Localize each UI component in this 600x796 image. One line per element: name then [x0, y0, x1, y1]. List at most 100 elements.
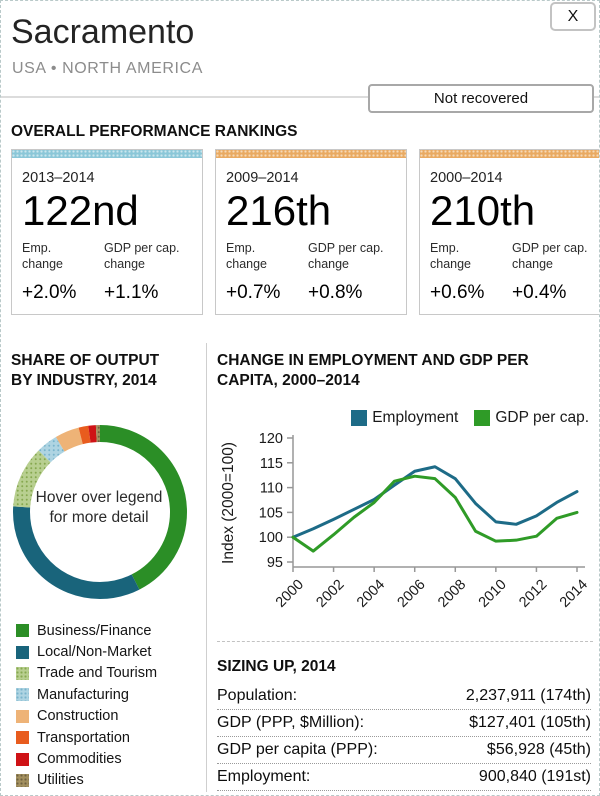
legend-swatch-transportation — [16, 731, 29, 745]
y-tick-label: 100 — [259, 530, 283, 546]
card-accent-strip — [420, 150, 599, 158]
legend-label: Transportation — [37, 729, 130, 746]
legend-label: Construction — [37, 708, 119, 725]
ranking-card-2000-2014: 2000–2014 210th Emp. change +0.6% GDP pe… — [419, 149, 599, 315]
legend-swatch-business-finance — [16, 624, 29, 638]
table-row-gdp: GDP (PPP, $Million): $127,401 (105th) — [217, 710, 591, 737]
card-rank: 210th — [430, 187, 536, 234]
y-tick-label: 115 — [260, 456, 283, 472]
card-rank: 216th — [226, 187, 332, 234]
rankings-heading: OVERALL PERFORMANCE RANKINGS — [11, 123, 298, 140]
legend-swatch-utilities — [16, 773, 29, 787]
legend-label: Utilities — [37, 772, 84, 789]
row-value: 900,840 (191st) — [478, 768, 591, 785]
card-rank: 122nd — [22, 187, 139, 234]
series-line-gdp-per-cap — [291, 474, 579, 553]
header-divider — [1, 96, 599, 98]
y-tick-label: 110 — [260, 481, 283, 497]
column-divider — [206, 343, 207, 792]
card-period: 2000–2014 — [430, 170, 503, 186]
legend-item-employment[interactable]: Employment — [351, 409, 458, 427]
donut-slice-local-non-market[interactable] — [13, 425, 187, 599]
legend-label: Trade and Tourism — [37, 665, 158, 682]
emp-change-value: +0.6% — [430, 281, 485, 303]
donut-center-hint: Hover over legend for more detail — [35, 489, 163, 527]
y-axis-title: Index (2000=100) — [220, 442, 237, 564]
x-tick-label: 2014 — [557, 577, 591, 609]
line-chart-legend: Employment GDP per cap. — [217, 409, 593, 427]
gdp-change-label: GDP per cap. change — [104, 241, 180, 272]
gdp-change-label: GDP per cap. change — [308, 241, 384, 272]
legend-swatch-manufacturing — [16, 688, 29, 702]
legend-item-commodities[interactable]: Commodities — [16, 748, 157, 769]
table-row-population: Population: 2,237,911 (174th) — [217, 683, 591, 710]
series-line-employment — [291, 465, 579, 539]
y-tick-label: 95 — [267, 555, 283, 571]
row-value: $127,401 (105th) — [469, 714, 591, 731]
legend-item-transportation[interactable]: Transportation — [16, 727, 157, 748]
location-breadcrumb: USA • NORTH AMERICA — [12, 60, 203, 77]
industry-legend: Business/Finance Local/Non-Market Trade an… — [16, 620, 157, 791]
line-chart: 95 100 105 110 115 120 2000 2002 2004 2006 2008 201… — [217, 431, 595, 614]
row-label: Population: — [217, 687, 298, 704]
x-tick-label: 2006 — [395, 577, 429, 609]
table-row-gdp-per-capita: GDP per capita (PPP): $56,928 (45th) — [217, 737, 591, 764]
legend-swatch-trade-and-tourism — [16, 666, 29, 680]
donut-slice-utilities[interactable] — [13, 425, 187, 599]
row-label: GDP per capita (PPP): — [217, 741, 378, 758]
legend-item-trade-and-tourism[interactable]: Trade and Tourism — [16, 663, 157, 684]
employment-legend-label: Employment — [372, 409, 459, 426]
x-tick-label: 2004 — [354, 577, 388, 609]
ranking-cards: 2013–2014 122nd Emp. change +2.0% GDP pe… — [11, 149, 599, 315]
legend-label: Local/Non-Market — [37, 644, 152, 661]
row-label: GDP (PPP, $Million): — [217, 714, 365, 731]
sizing-divider — [217, 641, 593, 642]
industry-heading: SHARE OF OUTPUT BY INDUSTRY, 2014 — [11, 352, 160, 389]
legend-label: Commodities — [37, 751, 122, 768]
ranking-card-2013-2014: 2013–2014 122nd Emp. change +2.0% GDP pe… — [11, 149, 203, 315]
card-accent-strip — [12, 150, 202, 158]
emp-change-label: Emp. change — [226, 241, 268, 272]
legend-swatch-construction — [16, 709, 29, 723]
x-tick-label: 2010 — [476, 577, 510, 609]
employment-swatch — [351, 410, 368, 426]
legend-swatch-local-non-market — [16, 645, 29, 659]
gdp-change-value: +1.1% — [104, 281, 159, 303]
x-tick-label: 2000 — [273, 577, 307, 609]
legend-label: Business/Finance — [37, 622, 152, 639]
table-row-employment: Employment: 900,840 (191st) — [217, 764, 591, 791]
row-value: 2,237,911 (174th) — [465, 687, 591, 704]
industry-donut-svg — [13, 425, 187, 599]
close-button[interactable]: X — [550, 2, 596, 31]
legend-item-manufacturing[interactable]: Manufacturing — [16, 684, 157, 705]
gdp-change-label: GDP per cap. change — [512, 241, 588, 272]
legend-item-construction[interactable]: Construction — [16, 706, 157, 727]
ranking-card-2009-2014: 2009–2014 216th Emp. change +0.7% GDP pe… — [215, 149, 407, 315]
card-period: 2013–2014 — [22, 170, 95, 186]
row-value: $56,928 (45th) — [486, 741, 591, 758]
page-title: Sacramento — [11, 13, 195, 51]
gdp-per-cap-swatch — [474, 410, 491, 426]
card-accent-strip — [216, 150, 406, 158]
legend-item-utilities[interactable]: Utilities — [16, 770, 157, 791]
x-tick-label: 2012 — [516, 577, 550, 609]
emp-change-value: +0.7% — [226, 281, 281, 303]
emp-change-value: +2.0% — [22, 281, 77, 303]
legend-item-gdp-per-cap[interactable]: GDP per cap. — [474, 409, 589, 427]
x-tick-label: 2008 — [435, 577, 469, 609]
legend-item-local-non-market[interactable]: Local/Non-Market — [16, 641, 157, 662]
sizing-table: Population: 2,237,911 (174th) GDP (PPP, … — [217, 683, 591, 791]
legend-item-business-finance[interactable]: Business/Finance — [16, 620, 157, 641]
gdp-change-value: +0.4% — [512, 281, 567, 303]
card-period: 2009–2014 — [226, 170, 299, 186]
emp-change-label: Emp. change — [430, 241, 472, 272]
gdp-per-cap-legend-label: GDP per cap. — [495, 409, 589, 426]
status-badge[interactable]: Not recovered — [368, 84, 594, 113]
legend-swatch-commodities — [16, 752, 29, 766]
legend-label: Manufacturing — [37, 686, 129, 703]
y-tick-label: 120 — [259, 431, 283, 447]
employment-chart-heading: CHANGE IN EMPLOYMENT AND GDP PER CAPITA,… — [217, 352, 529, 389]
industry-donut[interactable] — [12, 424, 188, 600]
sizing-heading: SIZING UP, 2014 — [217, 658, 336, 675]
